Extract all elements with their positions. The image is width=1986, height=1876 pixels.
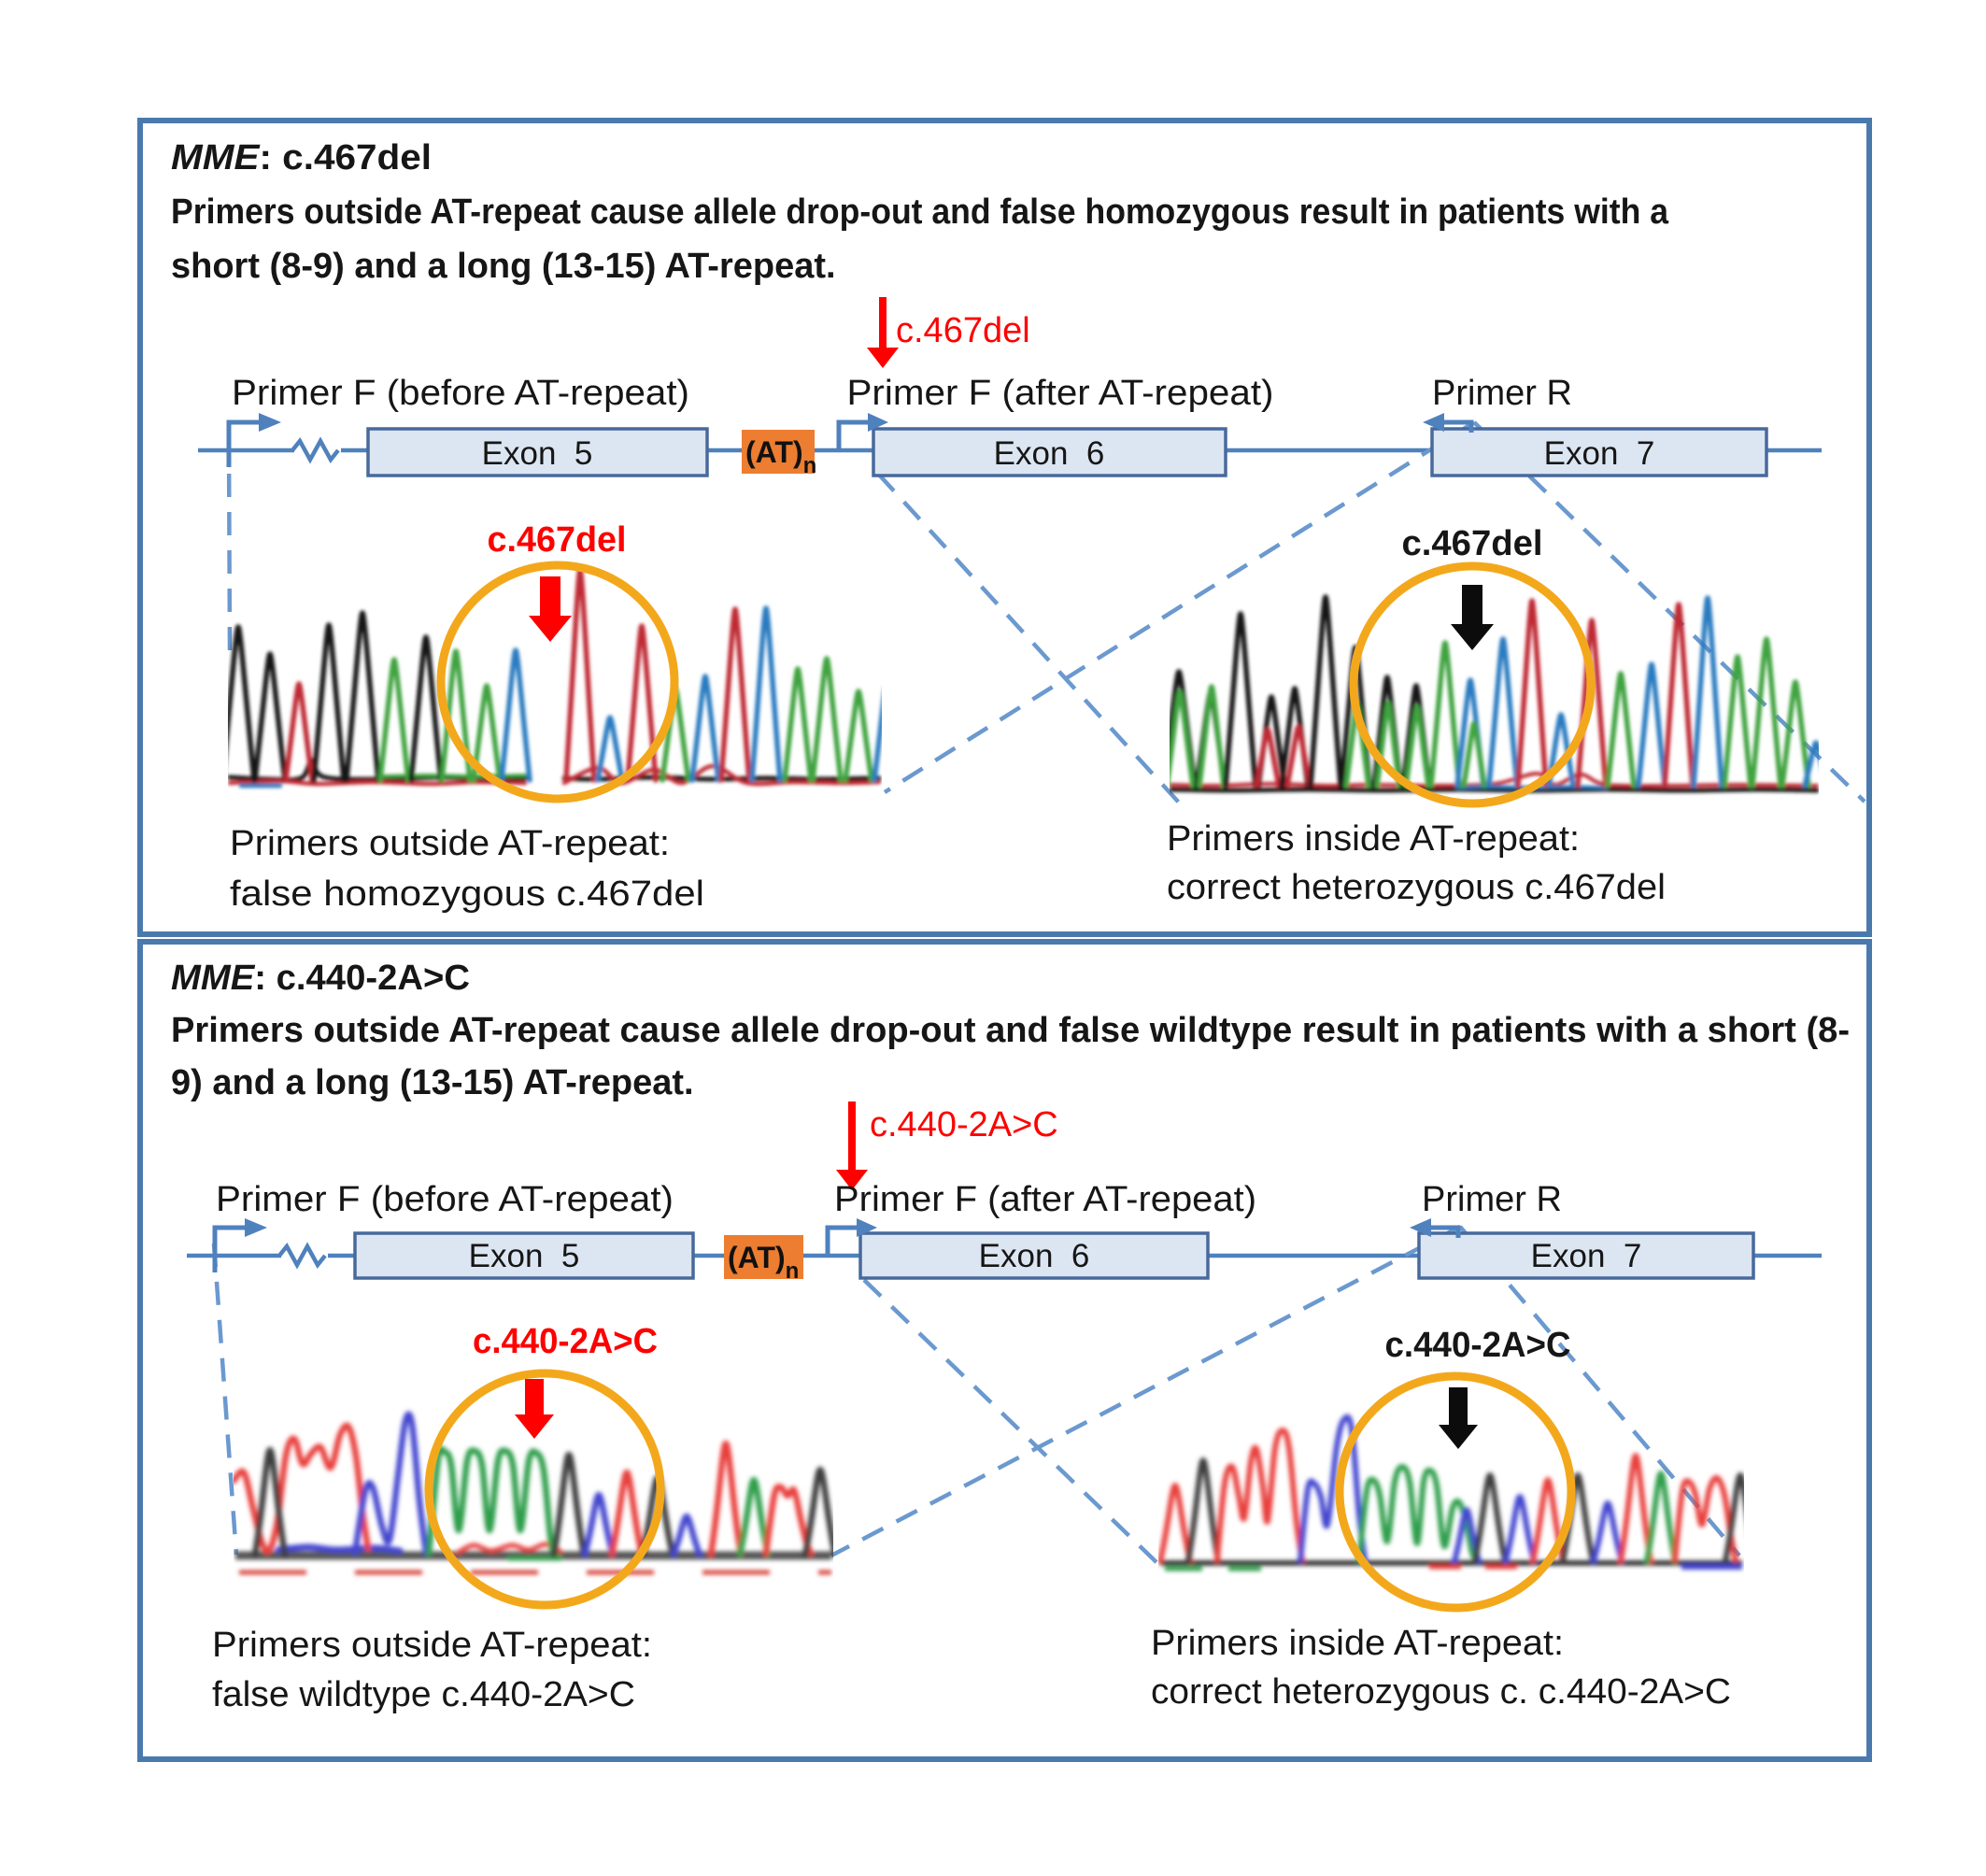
svg-text:Primers outside AT-repeat caus: Primers outside AT-repeat cause allele d… <box>171 192 1669 232</box>
svg-text:Exon 6: Exon 6 <box>994 435 1105 472</box>
svg-text:Exon 5: Exon 5 <box>469 1238 580 1274</box>
svg-text:MME: c.440-2A>C: MME: c.440-2A>C <box>171 959 470 998</box>
svg-text:c.467del: c.467del <box>488 520 627 560</box>
svg-text:Primer F (before AT-repeat): Primer F (before AT-repeat) <box>232 374 689 413</box>
svg-text:Primers inside AT-repeat:: Primers inside AT-repeat: <box>1167 819 1580 859</box>
svg-text:MME: c.467del: MME: c.467del <box>171 138 432 178</box>
svg-text:Primer F (after AT-repeat): Primer F (after AT-repeat) <box>847 374 1274 413</box>
svg-text:Exon 5: Exon 5 <box>482 435 593 472</box>
svg-text:c.440-2A>C: c.440-2A>C <box>1385 1326 1571 1365</box>
svg-text:Primers outside AT-repeat:: Primers outside AT-repeat: <box>212 1626 652 1665</box>
svg-text:correct heterozygous c.467del: correct heterozygous c.467del <box>1167 868 1666 907</box>
svg-text:9) and a long (13-15) AT-repea: 9) and a long (13-15) AT-repeat. <box>171 1063 694 1102</box>
svg-text:Primers outside AT-repeat caus: Primers outside AT-repeat cause allele d… <box>171 1011 1850 1050</box>
svg-text:c.467del: c.467del <box>896 311 1030 350</box>
svg-text:Exon 7: Exon 7 <box>1544 435 1655 472</box>
svg-text:short (8-9) and a long (13-15): short (8-9) and a long (13-15) AT-repeat… <box>171 247 836 286</box>
svg-text:Exon 7: Exon 7 <box>1531 1238 1642 1274</box>
svg-text:Primer F (after AT-repeat): Primer F (after AT-repeat) <box>834 1180 1256 1219</box>
svg-text:false wildtype c.440-2A>C: false wildtype c.440-2A>C <box>212 1675 635 1714</box>
svg-text:Primers inside AT-repeat:: Primers inside AT-repeat: <box>1151 1624 1564 1663</box>
svg-text:Exon 6: Exon 6 <box>979 1238 1090 1274</box>
svg-text:Primer R: Primer R <box>1422 1180 1562 1219</box>
svg-text:c.467del: c.467del <box>1402 524 1543 563</box>
svg-text:correct heterozygous c. c.440-: correct heterozygous c. c.440-2A>C <box>1151 1672 1731 1712</box>
svg-text:Primer F (before AT-repeat): Primer F (before AT-repeat) <box>216 1180 674 1219</box>
svg-text:Primers outside AT-repeat:: Primers outside AT-repeat: <box>230 824 670 863</box>
svg-text:false homozygous c.467del: false homozygous c.467del <box>230 874 704 914</box>
svg-text:c.440-2A>C: c.440-2A>C <box>473 1322 658 1361</box>
svg-text:c.440-2A>C: c.440-2A>C <box>870 1105 1058 1144</box>
svg-text:Primer R: Primer R <box>1432 374 1572 413</box>
